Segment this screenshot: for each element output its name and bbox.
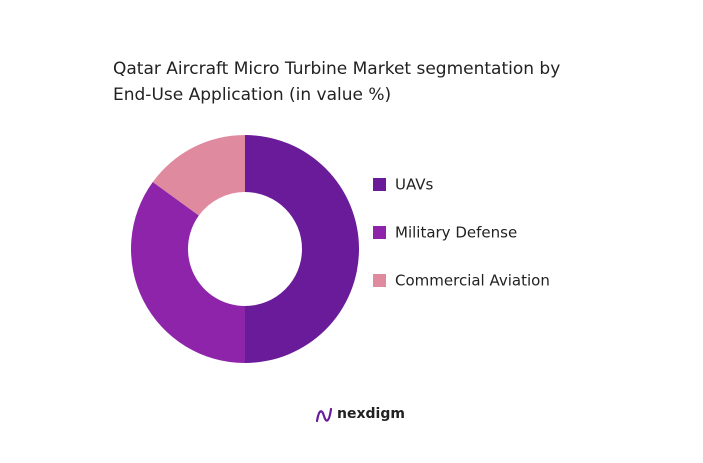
logo-icon [315, 407, 333, 423]
donut-segment [131, 181, 245, 363]
legend-label: Commercial Aviation [395, 272, 550, 290]
chart-title: Qatar Aircraft Micro Turbine Market segm… [113, 59, 561, 105]
logo-text: nexdigm [337, 406, 405, 422]
legend-swatch [373, 274, 386, 287]
legend-label: UAVs [395, 176, 434, 194]
legend-label: Military Defense [395, 224, 517, 242]
donut-segment [152, 135, 245, 216]
legend-swatch [373, 226, 386, 239]
legend-swatch [373, 178, 386, 191]
donut-segment [245, 135, 359, 363]
